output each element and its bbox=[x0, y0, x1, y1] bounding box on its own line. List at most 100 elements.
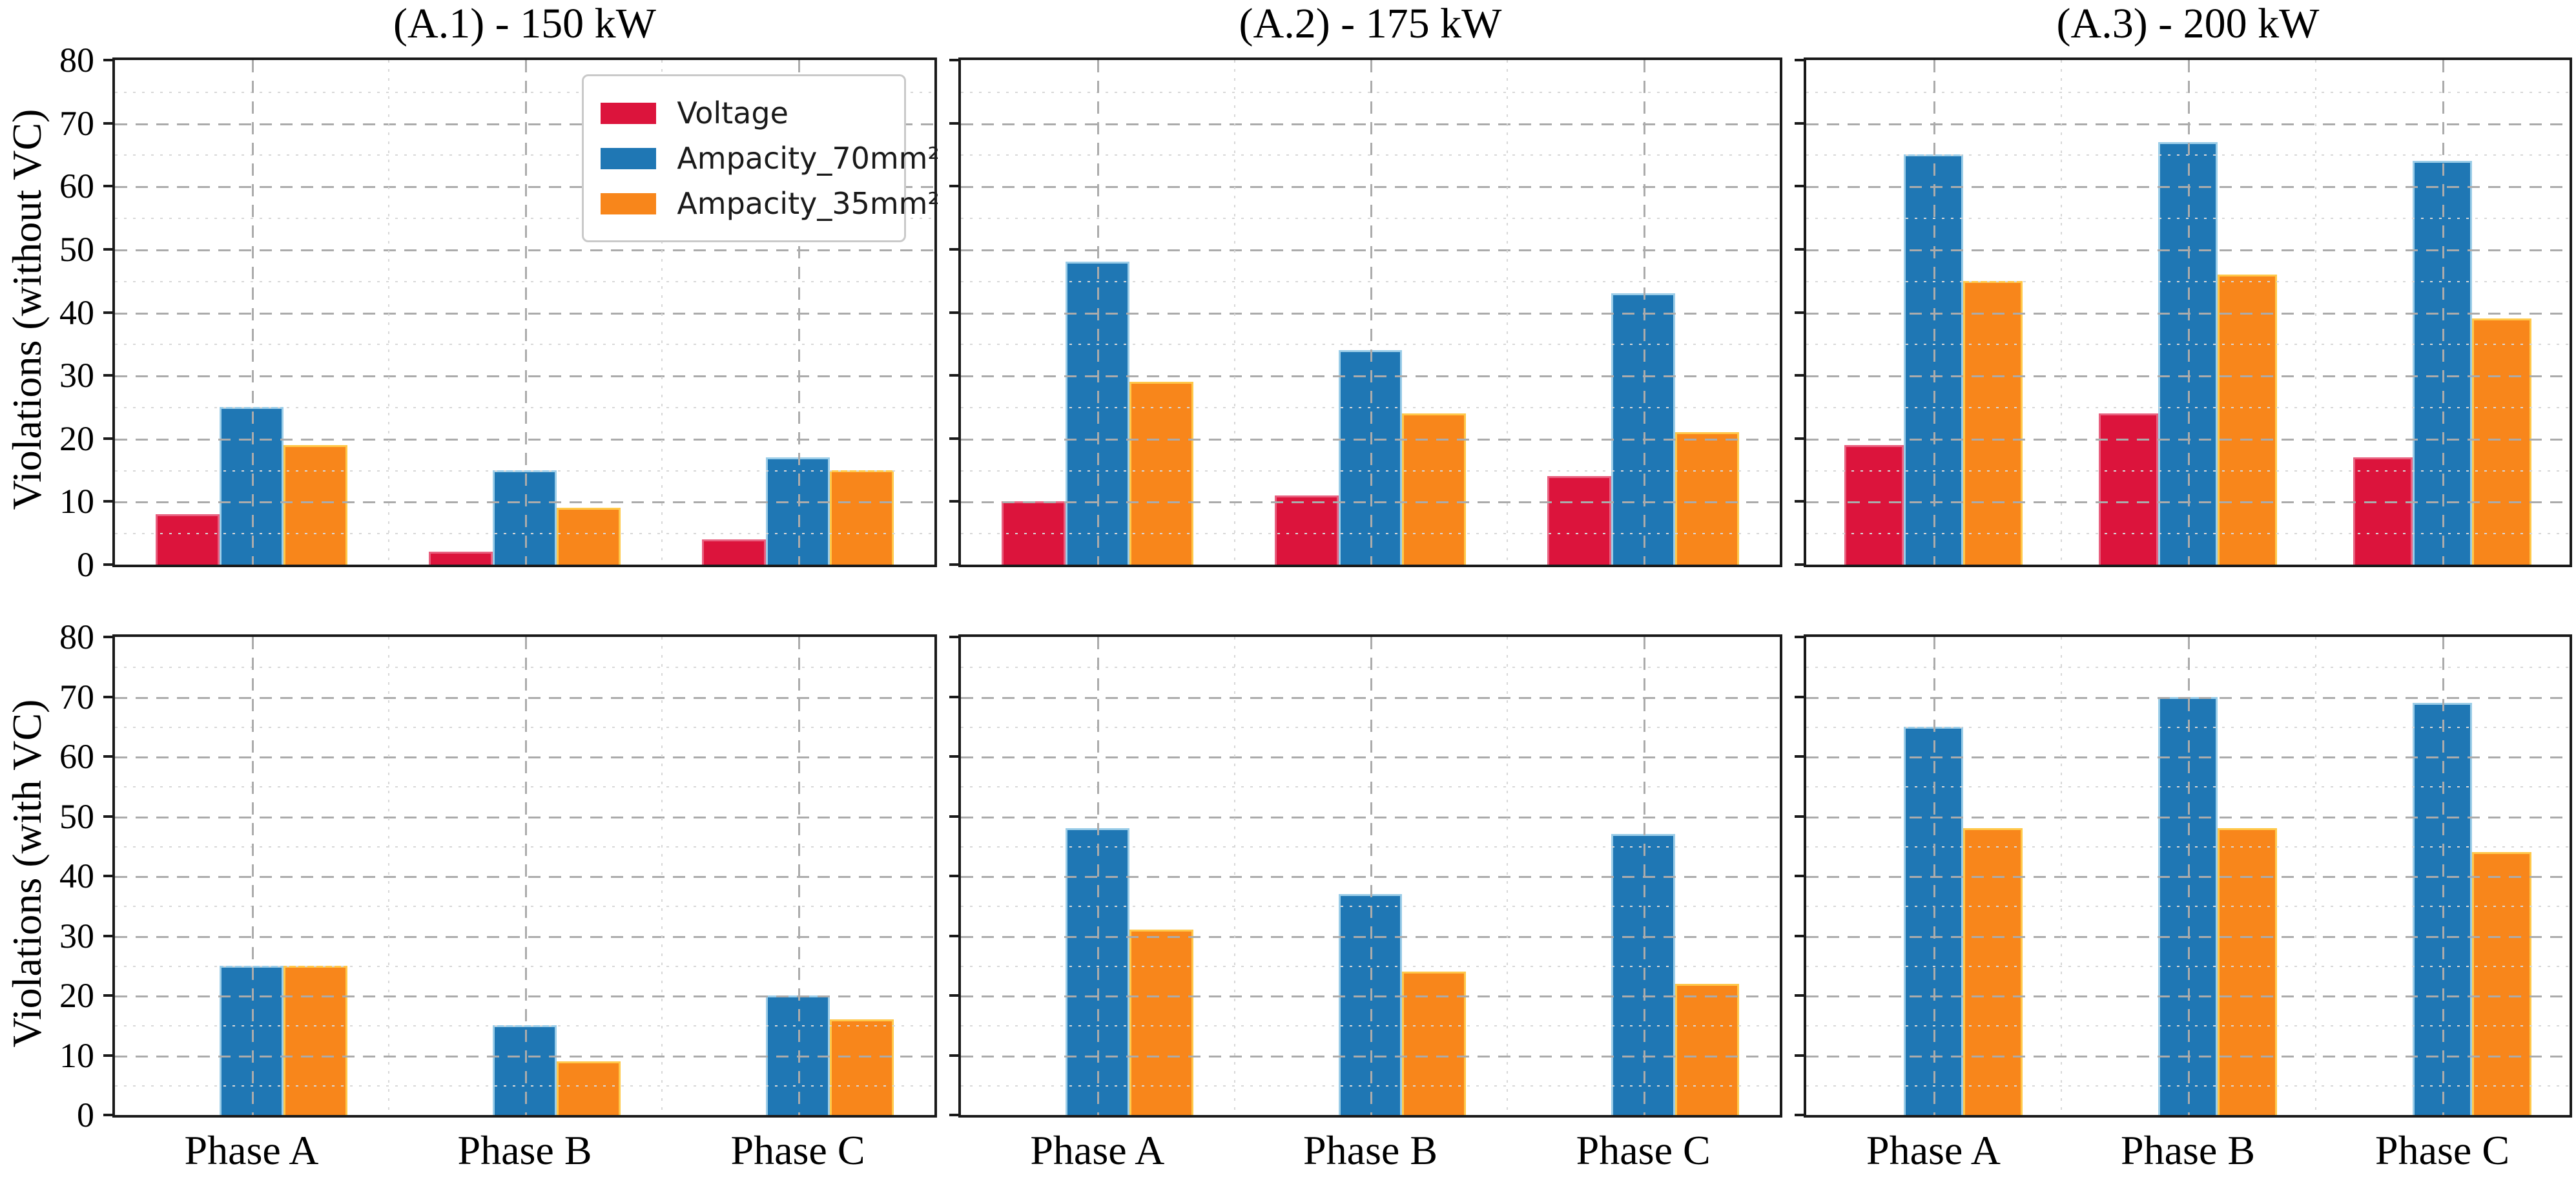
legend-label-ampacity-70mm: Ampacity_70mm² bbox=[677, 141, 940, 176]
legend-item-ampacity-35mm: Ampacity_35mm² bbox=[601, 186, 940, 221]
bar-ampacity-35mm-phase-c bbox=[2472, 852, 2532, 1115]
ytick-label-30: 30 bbox=[59, 916, 94, 955]
grid-hline-65 bbox=[961, 154, 1780, 156]
ytick-mark-20 bbox=[103, 994, 112, 997]
grid-hline-75 bbox=[1806, 667, 2570, 669]
grid-hline-50 bbox=[115, 249, 934, 251]
bar-ampacity-70mm-phase-a bbox=[1903, 726, 1964, 1115]
ytick-mark-0 bbox=[103, 563, 112, 566]
ytick-mark-80 bbox=[1795, 636, 1804, 638]
bar-ampacity-70mm-phase-a bbox=[1065, 262, 1129, 565]
bar-ampacity-70mm-phase-b bbox=[493, 1025, 557, 1115]
grid-hline-60 bbox=[961, 186, 1780, 189]
grid-vline-2 bbox=[388, 60, 389, 565]
subplot-b3-plot-area: Phase A Phase B Phase C bbox=[1795, 634, 2572, 1173]
grid-vline-4 bbox=[2315, 637, 2316, 1115]
grid-vline-4 bbox=[2315, 60, 2316, 565]
ytick-label-10: 10 bbox=[59, 482, 94, 521]
xtick-label-phase-a: Phase A bbox=[1030, 1127, 1165, 1173]
ytick-mark-30 bbox=[103, 934, 112, 937]
bar-ampacity-35mm-phase-a bbox=[283, 965, 347, 1115]
bar-voltage-phase-c bbox=[2353, 457, 2413, 565]
xtick-label-phase-b: Phase B bbox=[457, 1127, 592, 1173]
bar-ampacity-70mm-phase-b bbox=[1338, 350, 1403, 565]
grid-hline-55 bbox=[961, 786, 1780, 788]
bar-voltage-phase-a bbox=[1844, 444, 1904, 565]
ytick-label-20: 20 bbox=[59, 419, 94, 458]
grid-hline-35 bbox=[115, 906, 934, 908]
ytick-mark-40 bbox=[103, 311, 112, 314]
ytick-mark-50 bbox=[1795, 247, 1804, 251]
grid-hline-75 bbox=[115, 667, 934, 669]
ytick-mark-70 bbox=[1795, 121, 1804, 125]
legend: Voltage Ampacity_70mm² Ampacity_35mm² bbox=[582, 74, 940, 242]
ytick-mark-70 bbox=[949, 121, 958, 125]
ytick-mark-80 bbox=[949, 59, 958, 61]
bar-ampacity-70mm-phase-b bbox=[2158, 696, 2218, 1115]
ytick-mark-50 bbox=[949, 815, 958, 818]
xtick-label-phase-b: Phase B bbox=[2121, 1127, 2255, 1173]
grid-hline-45 bbox=[115, 846, 934, 848]
bar-ampacity-35mm-phase-b bbox=[1402, 972, 1467, 1115]
grid-hline-40 bbox=[115, 312, 934, 315]
ytick-label-30: 30 bbox=[59, 356, 94, 395]
ytick-mark-50 bbox=[103, 815, 112, 818]
ytick-mark-60 bbox=[103, 755, 112, 758]
legend-swatch-voltage bbox=[601, 102, 657, 124]
ytick-label-80: 80 bbox=[59, 618, 94, 656]
ytick-mark-70 bbox=[1795, 695, 1804, 698]
ytick-mark-60 bbox=[949, 755, 958, 758]
grid-vline-2 bbox=[388, 637, 389, 1115]
grid-hline-50 bbox=[115, 816, 934, 818]
grid-vline-2 bbox=[1233, 60, 1235, 565]
ytick-mark-0 bbox=[1795, 1114, 1804, 1116]
grid-hline-45 bbox=[115, 280, 934, 282]
ytick-mark-20 bbox=[103, 437, 112, 440]
bar-ampacity-70mm-phase-c bbox=[2412, 161, 2473, 565]
bar-voltage-phase-b bbox=[2098, 413, 2158, 565]
ytick-mark-70 bbox=[103, 121, 112, 125]
grid-vline-2 bbox=[1233, 637, 1235, 1115]
bar-voltage-phase-b bbox=[1274, 495, 1339, 565]
bar-ampacity-70mm-phase-c bbox=[766, 457, 830, 565]
grid-hline-50 bbox=[961, 249, 1780, 251]
xtick-label-phase-a: Phase A bbox=[184, 1127, 319, 1173]
ytick-mark-80 bbox=[103, 636, 112, 638]
ytick-mark-40 bbox=[103, 875, 112, 877]
ytick-label-50: 50 bbox=[59, 229, 94, 269]
ytick-mark-0 bbox=[103, 1114, 112, 1116]
y-axis-label-with-vc: Violations (with VC) bbox=[4, 699, 50, 1048]
grid-hline-60 bbox=[961, 756, 1780, 758]
ytick-mark-70 bbox=[949, 695, 958, 698]
y-axis-label-without-vc: Violations (without VC) bbox=[4, 109, 50, 510]
bar-ampacity-35mm-phase-a bbox=[1129, 930, 1193, 1115]
grid-vline-2 bbox=[2061, 60, 2062, 565]
ytick-label-60: 60 bbox=[59, 737, 94, 776]
ytick-label-10: 10 bbox=[59, 1036, 94, 1075]
grid-hline-50 bbox=[961, 816, 1780, 818]
grid-vline-4 bbox=[1507, 60, 1509, 565]
grid-vline-2 bbox=[2061, 637, 2062, 1115]
ytick-mark-20 bbox=[949, 994, 958, 997]
xtick-label-phase-b: Phase B bbox=[1303, 1127, 1437, 1173]
xtick-label-phase-c: Phase C bbox=[2375, 1127, 2509, 1173]
ytick-mark-30 bbox=[1795, 934, 1804, 937]
ytick-mark-30 bbox=[949, 374, 958, 377]
grid-hline-70 bbox=[961, 123, 1780, 125]
ytick-label-40: 40 bbox=[59, 293, 94, 332]
ytick-mark-50 bbox=[949, 247, 958, 251]
ytick-mark-10 bbox=[103, 1054, 112, 1057]
subplot-title-a2: (A.2) - 175 kW bbox=[1239, 0, 1502, 47]
ytick-label-0: 0 bbox=[77, 1096, 94, 1134]
ytick-mark-40 bbox=[1795, 875, 1804, 877]
subplot-b2-plot-area: Phase A Phase B Phase C bbox=[949, 634, 1782, 1173]
grid-hline-60 bbox=[115, 756, 934, 758]
ytick-label-20: 20 bbox=[59, 976, 94, 1015]
grid-hline-75 bbox=[1806, 91, 2570, 93]
ytick-mark-30 bbox=[103, 374, 112, 377]
ytick-mark-0 bbox=[1795, 563, 1804, 566]
bar-ampacity-70mm-phase-b bbox=[2158, 141, 2218, 565]
bar-ampacity-35mm-phase-a bbox=[1129, 381, 1193, 565]
bar-ampacity-70mm-phase-c bbox=[766, 995, 830, 1115]
grid-hline-70 bbox=[961, 696, 1780, 699]
